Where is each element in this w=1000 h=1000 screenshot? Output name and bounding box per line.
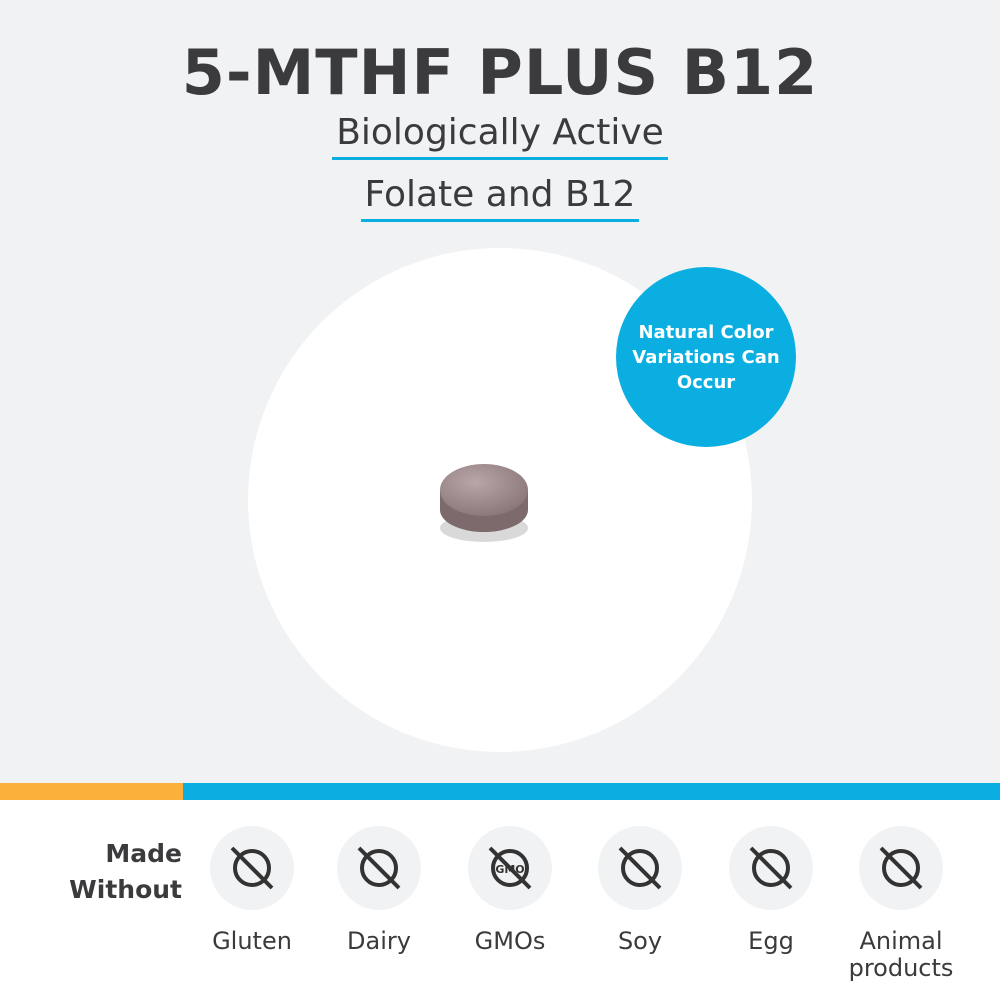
made-label: Made: [105, 839, 182, 868]
no-soy-icon: [598, 826, 682, 910]
made-without-item-label: Soy: [617, 927, 663, 955]
made-without-item: Egg: [706, 826, 836, 955]
made-without-item: Animal products: [836, 826, 966, 982]
made-without-item: Gluten: [187, 826, 317, 955]
tablet-image: [440, 464, 528, 542]
no-animal-products-icon: [859, 826, 943, 910]
made-without-item-label: GMOs: [474, 927, 546, 955]
made-without-item: Soy: [575, 826, 705, 955]
color-variation-badge: Natural Color Variations Can Occur: [616, 267, 796, 447]
made-without-item-label: Animal products: [848, 927, 954, 982]
no-dairy-icon: [337, 826, 421, 910]
made-without-item-label: Dairy: [347, 927, 411, 955]
made-without-item-label: Gluten: [212, 927, 292, 955]
made-without-item-label: Egg: [748, 927, 794, 955]
subtitle-text-1: Biologically Active: [332, 112, 668, 160]
subtitle-line-2: Folate and B12: [0, 174, 1000, 222]
blue-stripe: [183, 783, 1000, 800]
no-egg-icon: [729, 826, 813, 910]
no-gmo-icon: GMO: [468, 826, 552, 910]
made-without-item: Dairy: [314, 826, 444, 955]
made-without-label: Made Without: [40, 836, 182, 908]
without-label: Without: [69, 875, 182, 904]
page-title: 5-MTHF PLUS B12: [181, 36, 819, 109]
orange-stripe: [0, 783, 183, 800]
subtitle-text-2: Folate and B12: [360, 174, 640, 222]
no-gluten-icon: [210, 826, 294, 910]
made-without-item: GMO GMOs: [445, 826, 575, 955]
subtitle-line-1: Biologically Active: [0, 112, 1000, 160]
